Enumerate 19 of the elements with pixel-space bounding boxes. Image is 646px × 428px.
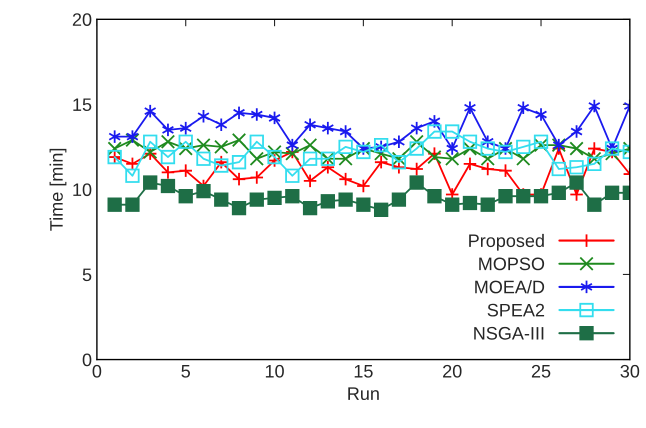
legend-label: NSGA-III (474, 326, 544, 340)
x-tick-label: 10 (266, 364, 284, 378)
y-tick-label: 5 (82, 268, 92, 282)
y-tick-label: 15 (73, 98, 92, 112)
x-tick-label: 15 (354, 365, 373, 378)
y-tick-label: 20 (72, 13, 92, 26)
x-tick-label: 20 (443, 364, 462, 378)
legend-label: MOPSO (479, 257, 544, 270)
x-tick-label: 30 (620, 364, 640, 378)
y-axis-title: Time [min] (50, 148, 66, 231)
y-tick-label: 0 (82, 353, 92, 366)
x-axis-title: Run (348, 387, 379, 400)
legend-label: MOEA/D (475, 280, 544, 294)
y-tick-label: 10 (73, 183, 92, 196)
legend-label: SPEA2 (488, 304, 544, 317)
x-tick-label: 5 (181, 365, 190, 378)
x-tick-label: 0 (92, 364, 102, 378)
legend-label: Proposed (469, 234, 544, 251)
x-tick-label: 25 (532, 364, 550, 378)
